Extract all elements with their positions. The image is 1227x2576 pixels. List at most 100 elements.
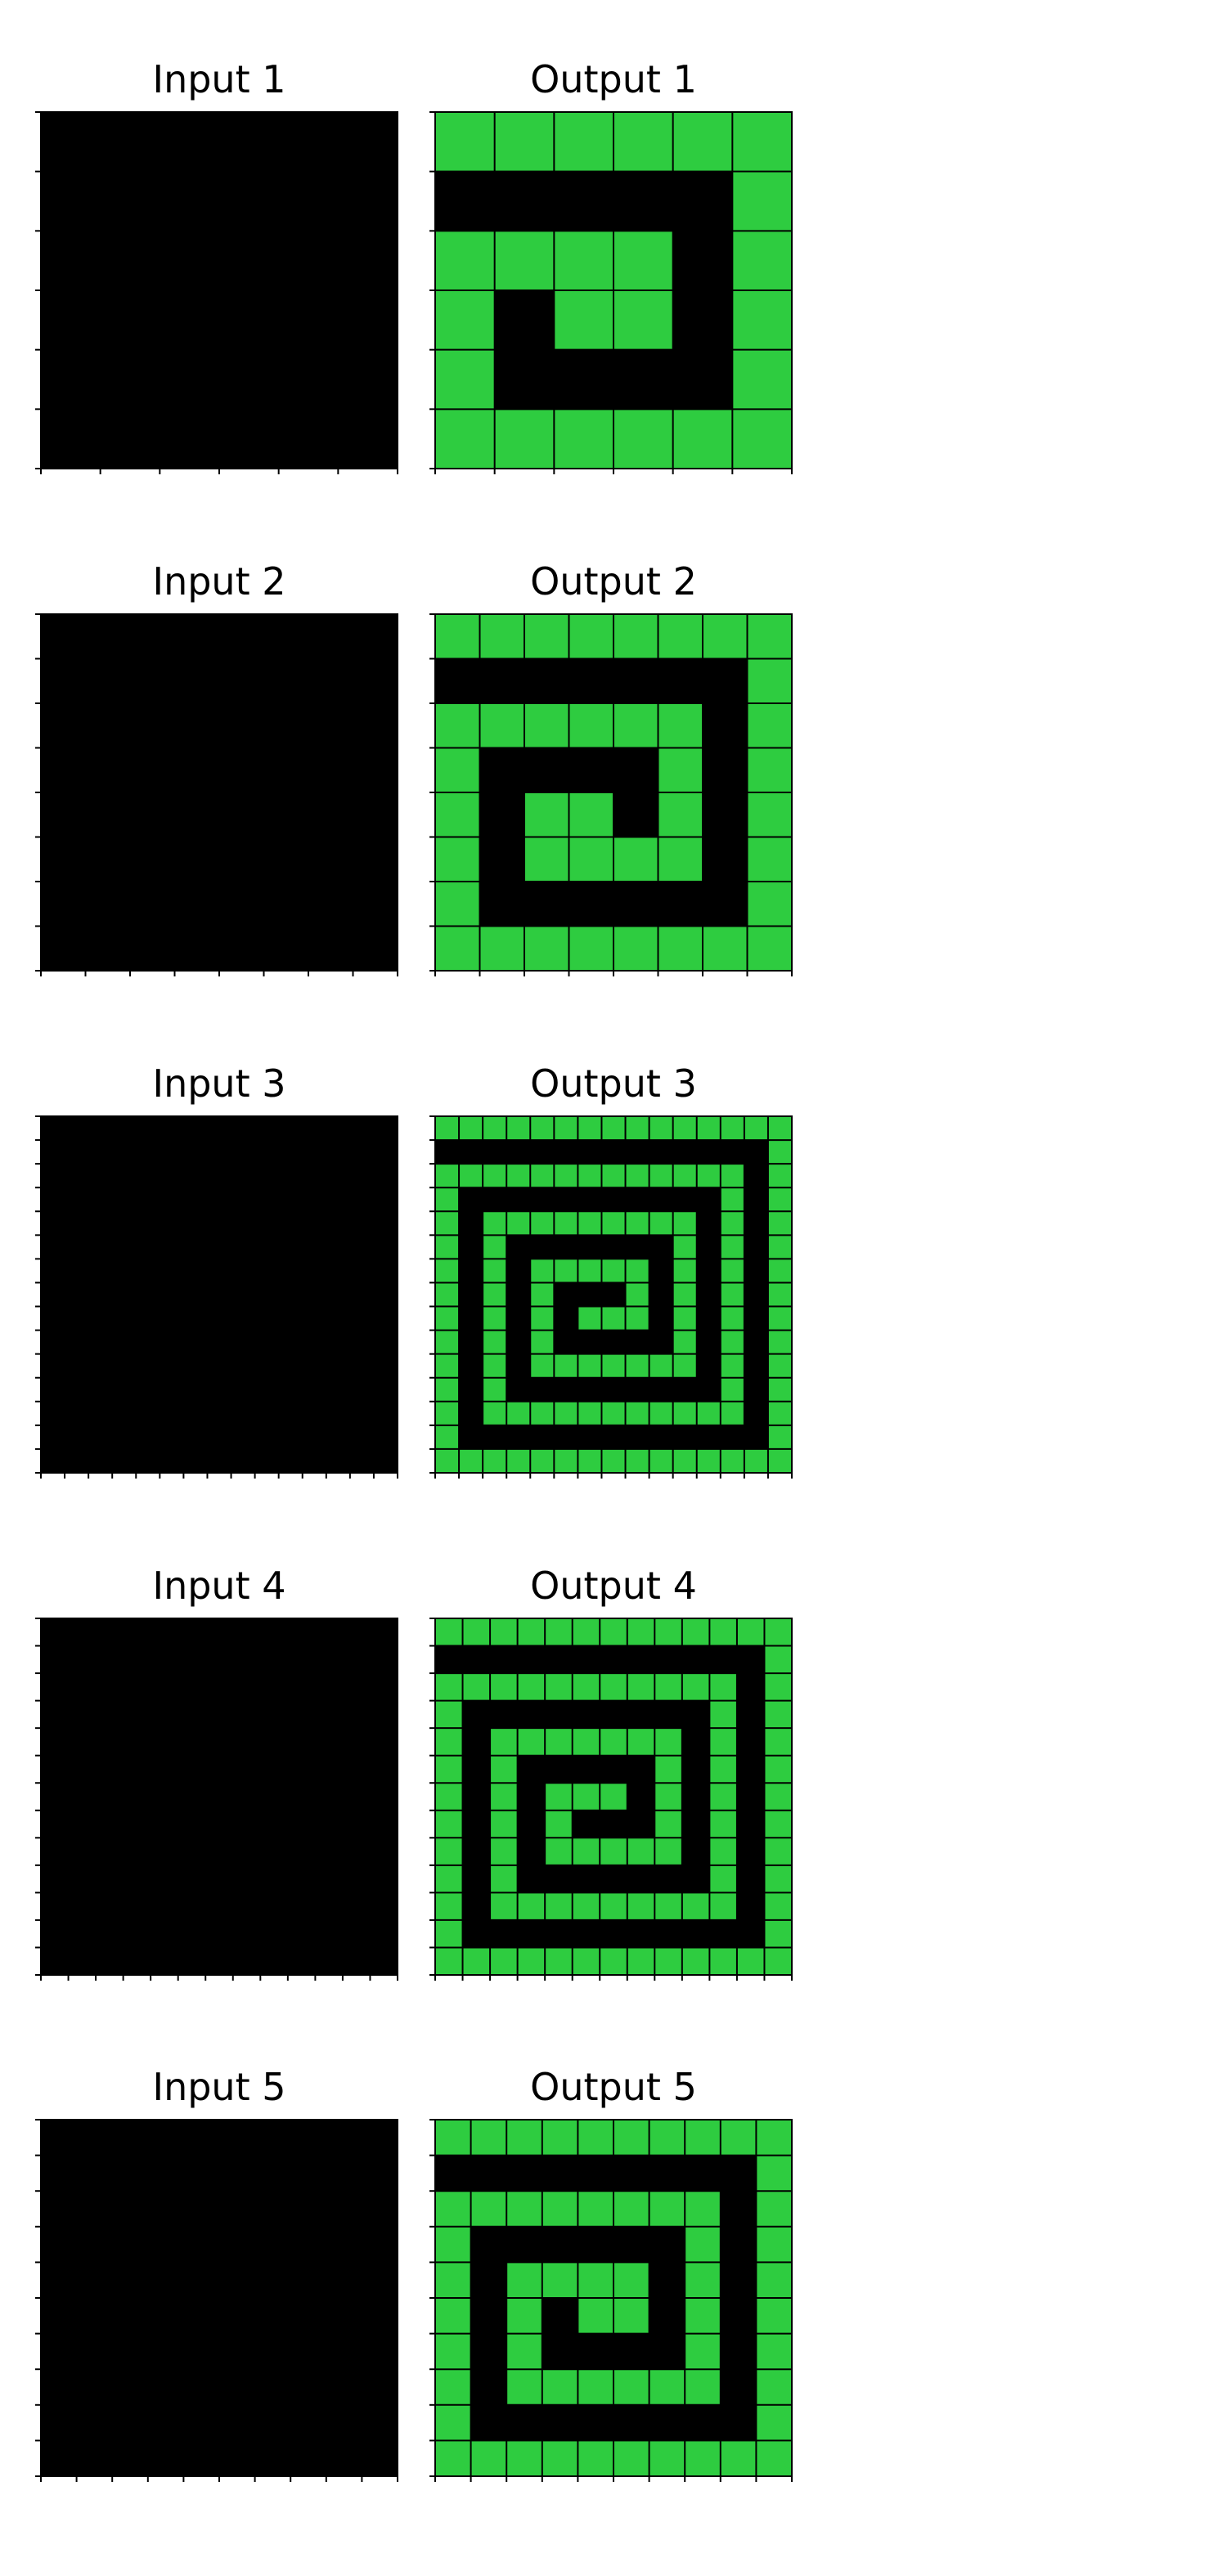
grid-cell-green: [756, 2404, 792, 2441]
grid-cell-green: [756, 2369, 792, 2405]
grid-cell-green: [709, 1892, 737, 1920]
grid-cell-green: [720, 1164, 744, 1188]
grid-cell-green: [672, 1353, 697, 1378]
grid-cell-green: [720, 1401, 744, 1425]
grid-cell-green: [672, 1330, 697, 1354]
grid-cell-green: [672, 1448, 697, 1473]
grid-cell-green: [649, 2369, 685, 2405]
grid-cell-green: [554, 290, 614, 350]
input-3-title: Input 3: [152, 1061, 286, 1106]
grid-cell-green: [658, 747, 703, 792]
grid-cell-green: [483, 1401, 507, 1425]
grid-cell-green: [459, 1448, 483, 1473]
grid-cell-green: [530, 1448, 555, 1473]
grid-cell-green: [578, 1259, 602, 1283]
grid-cell-green: [614, 2120, 649, 2156]
grid-cell-green: [614, 2262, 649, 2298]
grid-cell-green: [732, 290, 792, 350]
grid-cell-green: [435, 2369, 471, 2405]
grid-cell-green: [685, 2226, 721, 2263]
grid-cell-green: [747, 747, 792, 792]
grid-cell-green: [517, 1673, 546, 1701]
grid-cell-green: [530, 1330, 555, 1354]
grid-cell-green: [435, 1164, 460, 1188]
grid-cell-green: [625, 1306, 649, 1331]
grid-cell-green: [654, 1618, 682, 1646]
grid-cell-green: [764, 1728, 792, 1756]
grid-cell-green: [435, 1187, 460, 1212]
grid-cell-green: [614, 290, 673, 350]
grid-cell-green: [554, 1448, 578, 1473]
grid-cell-green: [462, 1673, 491, 1701]
grid-cell-green: [435, 2298, 471, 2334]
grid-cell-green: [435, 231, 495, 290]
output-5-grid: [429, 2119, 793, 2482]
grid-cell-green: [435, 409, 495, 469]
grid-cell-green: [506, 2120, 542, 2156]
grid-cell-green: [764, 1838, 792, 1865]
grid-cell-green: [435, 747, 480, 792]
grid-cell-green: [601, 1353, 626, 1378]
grid-cell-green: [696, 1448, 721, 1473]
grid-cell-green: [578, 1306, 602, 1331]
grid-cell-green: [435, 882, 480, 927]
grid-cell-green: [600, 1783, 627, 1811]
grid-cell-green: [654, 1673, 682, 1701]
input-2-grid: [35, 613, 398, 976]
grid-cell-green: [479, 926, 524, 971]
grid-cell-green: [524, 926, 569, 971]
grid-cell-green: [681, 1947, 710, 1975]
grid-cell-green: [732, 349, 792, 410]
grid-cell-green: [654, 1838, 682, 1865]
grid-cell-green: [435, 1700, 463, 1729]
grid-cell-green: [554, 1259, 578, 1283]
grid-cell-green: [747, 837, 792, 882]
grid-cell-green: [435, 1892, 463, 1920]
grid-cell-green: [554, 409, 614, 469]
grid-cell-green: [685, 2120, 721, 2156]
grid-cell-green: [658, 614, 703, 659]
grid-cell-green: [435, 1783, 463, 1811]
grid-cell-green: [600, 1838, 627, 1865]
grid-cell-green: [764, 1947, 792, 1975]
grid-cell-green: [614, 703, 658, 748]
grid-cell-green: [554, 231, 614, 290]
grid-cell-green: [578, 1401, 602, 1425]
grid-cell-green: [756, 2333, 792, 2370]
grid-cell-green: [490, 1783, 518, 1811]
grid-cell-green: [517, 1618, 546, 1646]
grid-cell-green: [578, 1353, 602, 1378]
grid-cell-green: [627, 1728, 655, 1756]
grid-cell-green: [767, 1448, 792, 1473]
grid-cell-green: [435, 1235, 460, 1259]
grid-cell-green: [435, 290, 495, 350]
grid-cell-green: [506, 2298, 542, 2334]
grid-cell-green: [672, 1401, 697, 1425]
grid-cell-green: [506, 1211, 531, 1236]
grid-cell-green: [709, 1783, 737, 1811]
grid-cell-green: [764, 1645, 792, 1674]
grid-cell-green: [506, 1448, 531, 1473]
grid-cell-green: [744, 1116, 768, 1141]
grid-cell-green: [435, 2226, 471, 2263]
grid-cell-green: [747, 658, 792, 703]
grid-cell-green: [649, 1353, 673, 1378]
grid-cell-green: [625, 1116, 649, 1141]
grid-cell-green: [703, 926, 748, 971]
grid-cell-green: [524, 614, 569, 659]
grid-cell-green: [435, 1330, 460, 1354]
grid-cell-green: [720, 2440, 757, 2476]
grid-cell-green: [614, 837, 658, 882]
grid-cell-green: [545, 1838, 573, 1865]
grid-cell-green: [627, 1618, 655, 1646]
grid-cell-green: [483, 1211, 507, 1236]
grid-cell-green: [747, 882, 792, 927]
grid-cell-green: [672, 1282, 697, 1307]
grid-cell-green: [685, 2191, 721, 2227]
grid-cell-green: [709, 1947, 737, 1975]
grid-cell-green: [435, 792, 480, 837]
grid-cell-green: [747, 614, 792, 659]
grid-cell-green: [572, 1783, 600, 1811]
grid-cell-green: [601, 1164, 626, 1188]
